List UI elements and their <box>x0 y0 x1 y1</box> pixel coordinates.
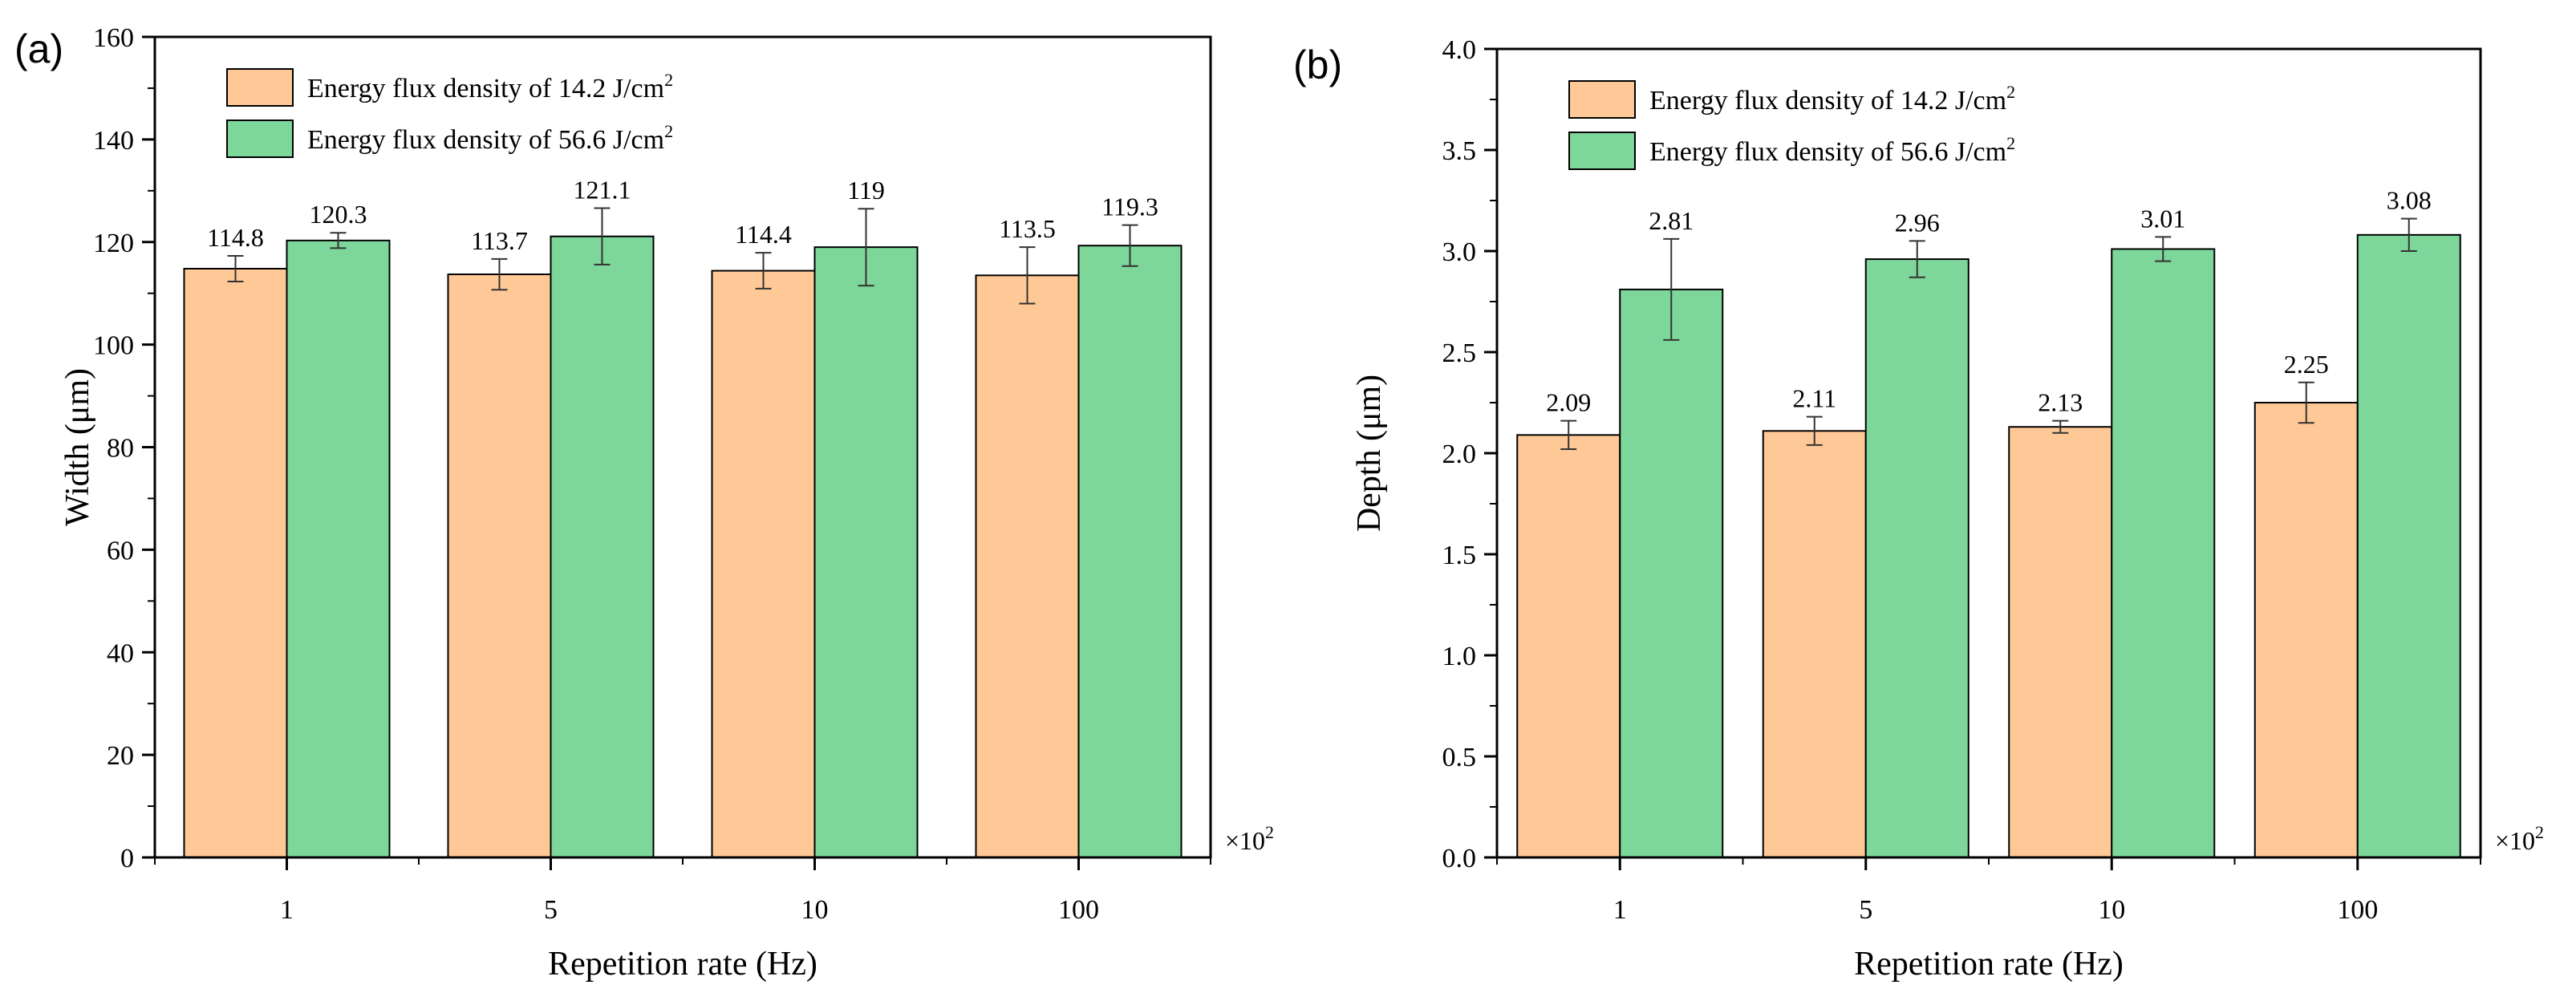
data-label: 2.81 <box>1649 206 1694 235</box>
bar-series-1 <box>975 274 1080 858</box>
bar-series-2 <box>1864 258 1970 858</box>
x-multiplier-exponent: 2 <box>1265 822 1274 842</box>
legend-superscript: 2 <box>2006 82 2015 102</box>
data-label: 120.3 <box>310 200 367 229</box>
bar-series-2 <box>2111 248 2216 859</box>
y-axis-label: Width (μm) <box>59 368 96 526</box>
legend-superscript: 2 <box>664 70 673 90</box>
data-label: 2.11 <box>1792 384 1836 413</box>
data-label: 113.7 <box>471 226 528 255</box>
y-tick-label: 4.0 <box>1442 35 1477 65</box>
y-tick-label: 0 <box>120 844 134 873</box>
y-tick-label: 2.5 <box>1442 338 1477 368</box>
data-label: 2.25 <box>2284 350 2329 379</box>
x-tick-label: 10 <box>801 895 829 925</box>
y-tick-label: 80 <box>107 434 134 464</box>
legend-label-series-2: Energy flux density of 56.6 J/cm2 <box>307 121 673 155</box>
y-tick-label: 20 <box>107 741 134 771</box>
y-axis-label: Depth (μm) <box>1351 375 1388 532</box>
bar-series-1 <box>2253 402 2359 858</box>
data-label: 3.08 <box>2387 186 2432 215</box>
x-tick-label: 5 <box>1859 895 1872 925</box>
legend-superscript: 2 <box>664 121 673 141</box>
y-tick-label: 140 <box>93 126 134 156</box>
bar-series-1 <box>183 267 288 858</box>
x-tick-label: 100 <box>2337 895 2378 925</box>
data-label: 2.09 <box>1546 388 1591 417</box>
data-label: 113.5 <box>999 214 1056 243</box>
y-tick-label: 0.0 <box>1442 844 1477 873</box>
x-tick-label: 1 <box>1613 895 1627 925</box>
data-label: 114.8 <box>207 223 264 252</box>
bar-series-2 <box>550 235 655 859</box>
data-label: 2.96 <box>1895 208 1940 237</box>
legend-label-series-1: Energy flux density of 14.2 J/cm2 <box>307 70 673 103</box>
x-tick-label: 1 <box>280 895 294 925</box>
bar-series-1 <box>711 270 816 858</box>
y-tick-label: 2.0 <box>1442 440 1477 469</box>
y-tick-label: 60 <box>107 536 134 565</box>
y-tick-label: 1.0 <box>1442 642 1477 671</box>
y-tick-label: 3.0 <box>1442 237 1477 267</box>
chart-panel-a: (a) 114.8 120.3 113.7 121.1 114.4 119 113.5 119.… <box>14 23 1274 983</box>
legend-label-series-2: Energy flux density of 56.6 J/cm2 <box>1649 133 2015 167</box>
legend-swatch-series-2 <box>226 120 294 158</box>
x-axis-label: Repetition rate (Hz) <box>548 946 817 983</box>
panel-label: (b) <box>1293 43 1342 87</box>
y-tick-label: 0.5 <box>1442 743 1477 772</box>
data-label: 2.13 <box>2038 388 2083 417</box>
panel-label: (a) <box>14 26 63 71</box>
legend-superscript: 2 <box>2006 133 2015 153</box>
y-tick-label: 100 <box>93 331 134 361</box>
bar-series-2 <box>2356 233 2461 858</box>
legend-swatch-series-1 <box>226 68 294 107</box>
bar-series-2 <box>1077 245 1183 858</box>
x-tick-label: 100 <box>1058 895 1099 925</box>
bar-series-1 <box>447 274 552 858</box>
y-tick-label: 160 <box>93 23 134 53</box>
data-label: 119 <box>847 176 885 205</box>
legend-swatch-series-2 <box>1568 132 1636 170</box>
bar-series-1 <box>1516 434 1621 858</box>
y-tick-label: 40 <box>107 638 134 668</box>
y-tick-label: 120 <box>93 229 134 258</box>
bar-series-1 <box>1762 430 1867 858</box>
data-label: 121.1 <box>574 176 631 205</box>
x-multiplier: ×102 <box>1225 822 1274 855</box>
legend-swatch-series-1 <box>1568 80 1636 119</box>
x-tick-label: 10 <box>2098 895 2125 925</box>
bar-series-2 <box>813 246 919 858</box>
data-label: 114.4 <box>735 220 792 249</box>
x-axis-label: Repetition rate (Hz) <box>1854 946 2124 983</box>
x-multiplier-exponent: 2 <box>2535 822 2544 842</box>
bar-series-2 <box>1619 288 1724 858</box>
x-tick-label: 5 <box>544 895 558 925</box>
y-tick-label: 3.5 <box>1442 136 1477 166</box>
x-multiplier: ×102 <box>2495 822 2544 855</box>
data-label: 119.3 <box>1101 192 1158 221</box>
y-tick-label: 1.5 <box>1442 541 1477 570</box>
chart-panel-b: (b)2.092.812.112.962.133.012.253.080.00.… <box>1293 35 2544 983</box>
data-label: 3.01 <box>2140 204 2185 233</box>
bar-series-1 <box>2008 426 2113 858</box>
bar-series-2 <box>286 239 391 859</box>
legend-label-series-1: Energy flux density of 14.2 J/cm2 <box>1649 82 2015 116</box>
